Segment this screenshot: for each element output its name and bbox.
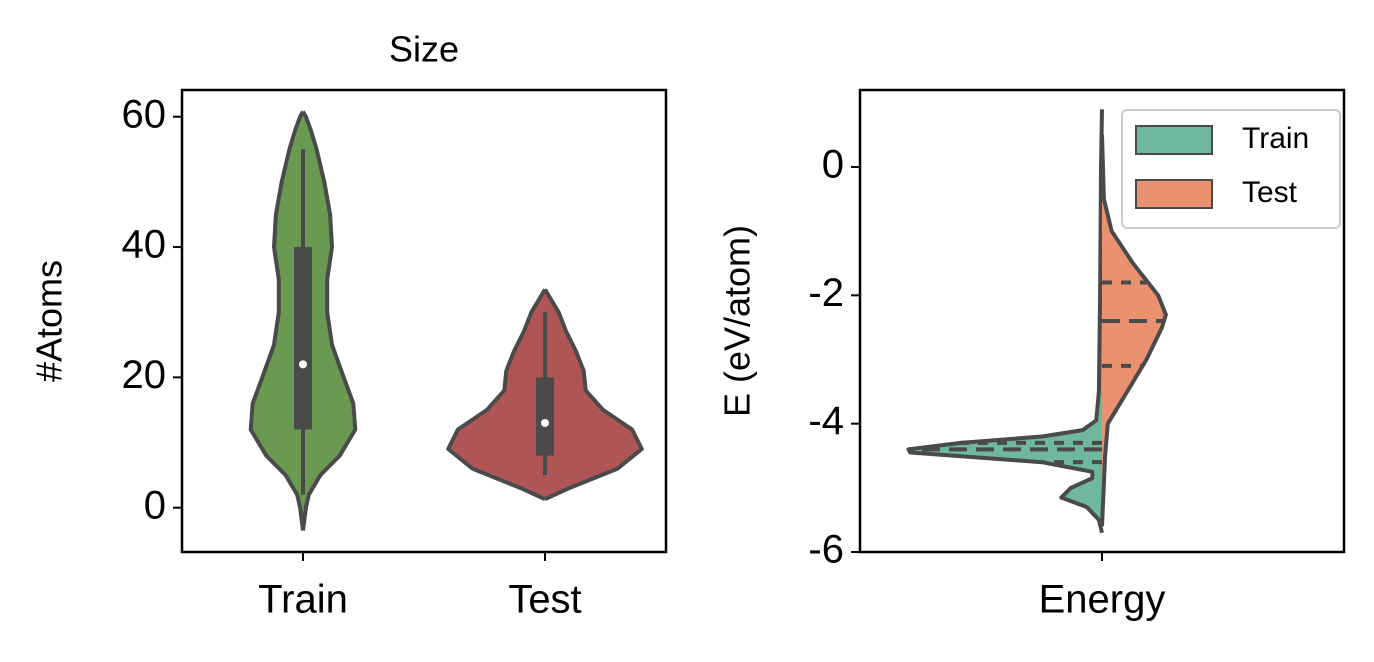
violin-right-outline [301,110,358,531]
y-tick-label: -4 [808,399,844,443]
y-axis-label: E (eV/atom) [717,225,758,417]
iqr-box [294,247,312,430]
plot-frame [858,88,1346,554]
x-tick-label: Energy [1039,578,1166,622]
chart-title: Size [389,29,459,70]
y-tick-label: 0 [144,483,166,527]
y-axis-label: #Atoms [29,260,70,382]
violin-left-outline [248,110,305,531]
y-tick-label: -2 [808,271,844,315]
median [299,360,307,369]
legend: Train Test [1121,109,1341,229]
legend-label: Test [1242,176,1298,209]
y-tick-label: 20 [122,353,167,397]
legend-swatch [1135,125,1213,155]
x-tick-label: Train [258,578,348,622]
y-tick-label: -6 [808,528,844,572]
y-tick-label: 60 [122,92,167,136]
legend-swatch [1135,179,1213,209]
legend-label: Train [1242,122,1309,155]
median [541,418,549,427]
plot-frame [180,88,668,554]
violin-left-outline [446,288,547,502]
violin-right-fill [545,289,642,500]
violin-right-fill [303,111,356,531]
violin-left-fill [250,111,303,531]
y-tick-label: 0 [822,143,844,187]
violin-left-fill [448,289,545,500]
split-violin-left-outline [906,109,1104,534]
y-tick-label: 40 [122,223,167,267]
x-tick-label: Test [508,578,581,622]
violin-right-outline [543,288,644,502]
split-violin-right-fill [1102,134,1166,527]
iqr-box [536,377,554,456]
